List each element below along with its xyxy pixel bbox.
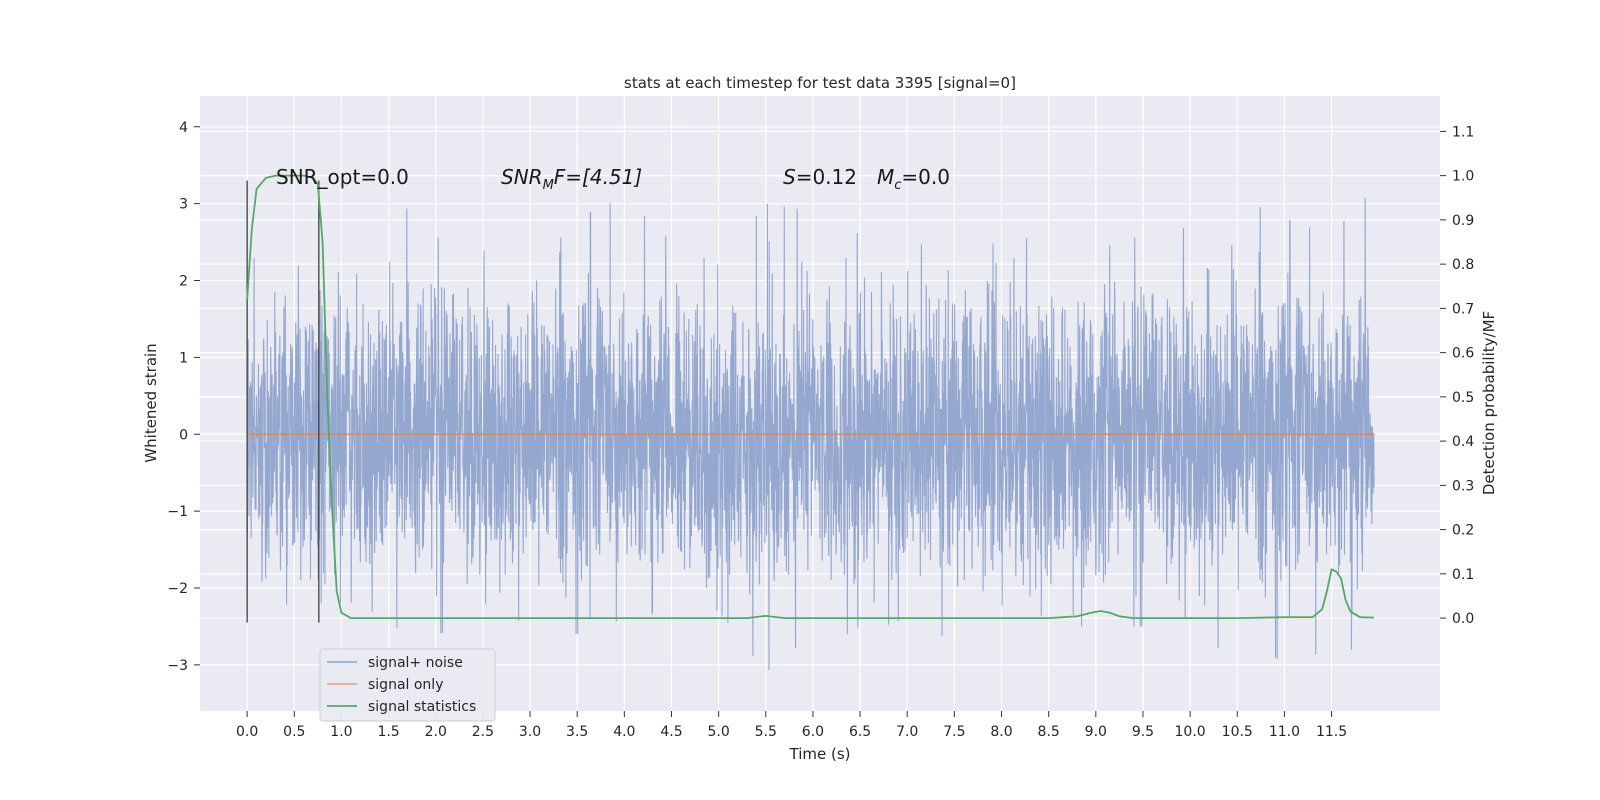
annotation-s-rest: =0.12 xyxy=(796,165,857,189)
annotation-mc-sub: c xyxy=(894,178,901,193)
line-signal-plus-noise xyxy=(246,197,1375,670)
x-tick-label-6: 3.0 xyxy=(519,724,541,740)
y2-tick-label-1: 0.1 xyxy=(1452,567,1474,583)
y2-axis-label: Detection probability/MF xyxy=(1480,311,1498,495)
annotation-snr-mf-sub: M xyxy=(543,178,554,193)
x-tick-label-21: 10.5 xyxy=(1222,724,1253,740)
series-signal-statistics xyxy=(246,174,1375,619)
y2-tick-label-9: 0.9 xyxy=(1452,213,1474,229)
y2-tick-label-0: 0.0 xyxy=(1452,611,1474,627)
x-tick-label-23: 11.5 xyxy=(1316,724,1347,740)
noise-series-signal-plus-noise xyxy=(246,197,1375,670)
y-tick-label-3: 0 xyxy=(179,427,188,443)
y2-tick-label-8: 0.8 xyxy=(1452,257,1474,273)
y-tick-label-1: −2 xyxy=(167,581,188,597)
x-tick-label-7: 3.5 xyxy=(566,724,588,740)
legend-label-signal-plus-noise: signal+ noise xyxy=(368,655,463,671)
x-tick-label-13: 6.5 xyxy=(849,724,871,740)
x-tick-label-18: 9.0 xyxy=(1085,724,1107,740)
y-tick-label-4: 1 xyxy=(179,350,188,366)
x-tick-label-8: 4.0 xyxy=(613,724,635,740)
x-tick-label-12: 6.0 xyxy=(802,724,824,740)
x-tick-label-11: 5.5 xyxy=(755,724,777,740)
legend-label-signal-only: signal only xyxy=(368,677,443,693)
line-signal-statistics xyxy=(246,174,1375,619)
x-tick-label-2: 1.0 xyxy=(330,724,352,740)
y-tick-label-6: 3 xyxy=(179,197,188,213)
annotation-snr-opt: SNR_opt=0.0 xyxy=(276,165,409,189)
annotation-mc-main: M xyxy=(877,165,894,189)
y-axis-label: Whitened strain xyxy=(142,343,160,462)
annotation-s: S=0.12 xyxy=(783,165,857,189)
legend: signal+ noise signal only signal statist… xyxy=(319,648,496,722)
x-tick-label-0: 0.0 xyxy=(236,724,258,740)
y-tick-label-0: −3 xyxy=(167,658,188,674)
x-tick-label-14: 7.0 xyxy=(896,724,918,740)
y2-tick-label-4: 0.4 xyxy=(1452,434,1474,450)
x-tick-label-4: 2.0 xyxy=(425,724,447,740)
x-tick-label-1: 0.5 xyxy=(283,724,305,740)
marker-lines xyxy=(246,180,320,623)
annotation-snr-mf-main: SNR xyxy=(501,165,543,189)
x-tick-label-17: 8.5 xyxy=(1038,724,1060,740)
x-tick-label-15: 7.5 xyxy=(943,724,965,740)
y2-tick-label-6: 0.6 xyxy=(1452,346,1474,362)
y2-tick-label-3: 0.3 xyxy=(1452,478,1474,494)
y-tick-label-7: 4 xyxy=(179,120,188,136)
x-tick-label-3: 1.5 xyxy=(377,724,399,740)
x-tick-label-16: 8.0 xyxy=(990,724,1012,740)
x-tick-label-10: 5.0 xyxy=(707,724,729,740)
y-tick-label-5: 2 xyxy=(179,274,188,290)
x-tick-label-20: 10.0 xyxy=(1175,724,1206,740)
annotation-mc: Mc=0.0 xyxy=(877,165,950,193)
annotation-snr-mf: SNRMF=[4.51] xyxy=(501,165,642,193)
y2-tick-label-11: 1.1 xyxy=(1452,124,1474,140)
legend-box xyxy=(319,648,496,722)
tick-marks: 0.0 0.5 1.0 1.5 2.0 2.5 3.0 3.5 4.0 4.5 5.0 5.5 6.0 6… xyxy=(167,120,1474,740)
x-tick-label-19: 9.5 xyxy=(1132,724,1154,740)
chart-title: stats at each timestep for test data 339… xyxy=(624,74,1016,92)
y2-tick-label-7: 0.7 xyxy=(1452,301,1474,317)
y2-tick-label-5: 0.5 xyxy=(1452,390,1474,406)
annotation-mc-rest: =0.0 xyxy=(901,165,950,189)
x-tick-label-9: 4.5 xyxy=(660,724,682,740)
y2-tick-label-10: 1.0 xyxy=(1452,169,1474,185)
x-axis-label: Time (s) xyxy=(789,745,851,763)
annotation-s-main: S xyxy=(783,165,796,189)
legend-label-signal-statistics: signal statistics xyxy=(368,699,476,715)
y-tick-label-2: −1 xyxy=(167,504,188,520)
x-tick-label-5: 2.5 xyxy=(472,724,494,740)
annotation-snr-mf-rest: F=[4.51] xyxy=(554,165,642,189)
x-tick-label-22: 11.0 xyxy=(1269,724,1300,740)
y2-tick-label-2: 0.2 xyxy=(1452,523,1474,539)
